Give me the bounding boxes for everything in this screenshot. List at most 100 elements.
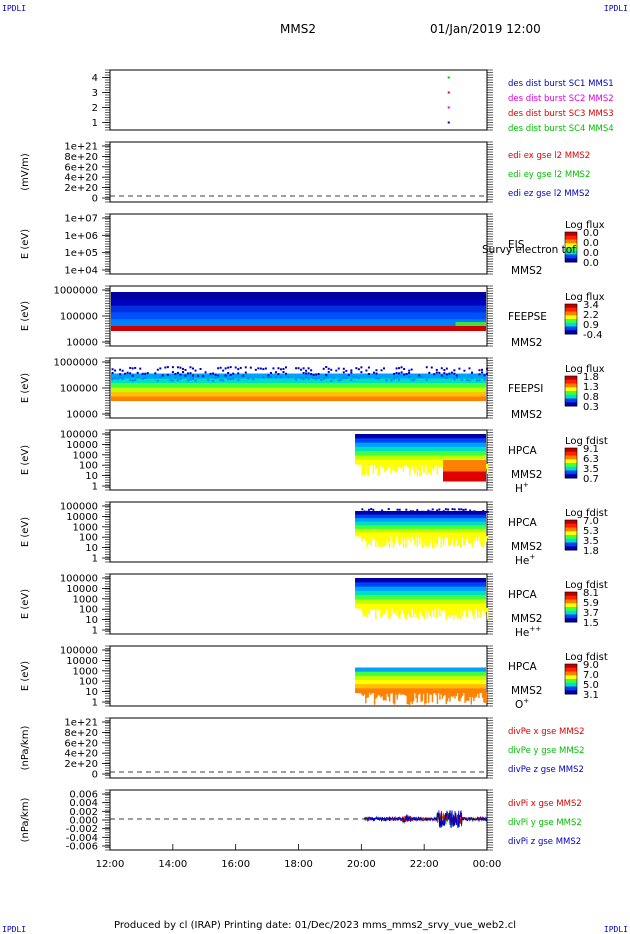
legend-burst-0: des dist burst SC1 MMS1 — [508, 79, 614, 89]
hpca-he-speckle — [416, 509, 419, 512]
feepsi-speckle — [443, 372, 446, 375]
feepsi-speckle — [355, 376, 358, 379]
feepsi-speckle — [186, 372, 189, 375]
hpca-drip — [429, 464, 431, 474]
species-label: He++ — [515, 625, 541, 639]
colorbar-title: Log fdist — [565, 580, 608, 591]
feepsi-speckle — [380, 369, 383, 372]
feepsi-speckle — [146, 372, 149, 375]
feepsi-speckle — [129, 372, 132, 375]
hpca-drip — [430, 608, 432, 618]
hpca-he-speckle — [422, 510, 425, 513]
hpca-drip — [473, 536, 475, 542]
feepsi-speckle — [274, 371, 277, 374]
hpca-drip — [404, 608, 406, 618]
feepsi-speckle — [219, 378, 222, 381]
hpca-drip — [410, 536, 412, 543]
feepsi-speckle — [282, 371, 285, 374]
feepsi-speckle — [463, 369, 466, 372]
feepsi-speckle — [262, 368, 265, 371]
feepsi-speckle — [428, 371, 431, 374]
y-tick-label: 1 — [92, 482, 98, 493]
hpca-drip — [432, 536, 435, 542]
feepsi-speckle — [345, 376, 348, 379]
feepsi-speckle — [229, 378, 232, 381]
feepsi-speckle — [269, 371, 272, 374]
hpca-drip — [402, 536, 405, 549]
feepsi-speckle — [229, 373, 232, 376]
feepsi-speckle — [305, 372, 308, 375]
feepsi-speckle — [430, 366, 433, 369]
spacecraft-title: MMS2 — [280, 22, 316, 36]
feepsi-speckle — [179, 373, 182, 376]
hpca-drip — [373, 608, 376, 609]
feepsi-speckle — [176, 366, 179, 369]
species-label: H+ — [515, 481, 529, 495]
panel-hpca_he — [102, 501, 578, 563]
hpca-drip — [385, 608, 387, 610]
hpca-drip — [450, 692, 452, 697]
hpca-layer — [355, 459, 486, 465]
feepsi-speckle — [224, 374, 227, 377]
hpca-drip — [362, 464, 364, 474]
feepsi-speckle — [448, 372, 451, 375]
panel-hpca_h — [102, 429, 578, 491]
colorbar-swatch — [565, 667, 577, 672]
hpca-drip — [429, 608, 431, 616]
colorbar-swatch — [565, 599, 577, 604]
hpca-drip — [431, 608, 434, 611]
hpca-drip — [453, 608, 455, 620]
colorbar-tick: 0.9 — [583, 320, 599, 331]
feepsi-speckle — [189, 366, 192, 369]
feepsi-speckle — [184, 368, 187, 371]
feepsi-speckle — [224, 367, 227, 370]
feepsi-speckle — [350, 371, 353, 374]
hpca-drip — [392, 608, 395, 614]
colorbar-swatch — [565, 610, 577, 615]
burst-marker-blue — [447, 121, 450, 124]
colorbar-swatch — [565, 523, 577, 528]
feepsi-speckle — [141, 377, 144, 380]
hpca-drip — [372, 608, 375, 611]
hpca-drip — [395, 692, 397, 695]
y-axis-label: E (eV) — [20, 445, 31, 475]
y-tick-label: 1 — [92, 626, 98, 637]
hpca-drip — [468, 536, 470, 544]
hpca-drip — [383, 692, 386, 701]
hpca-drip — [455, 692, 457, 697]
hpca-drip — [390, 608, 392, 617]
hpca-drip — [363, 692, 366, 695]
hpca-drip — [443, 608, 445, 610]
hpca-drip — [451, 608, 454, 616]
hpca-drip — [417, 464, 420, 470]
y-tick-label: 10000 — [66, 656, 98, 667]
feepsi-speckle — [453, 378, 456, 381]
hpca-drip — [443, 692, 445, 696]
hpca-drip — [436, 464, 439, 475]
hpca-he-speckle — [367, 508, 370, 511]
hpca-he-speckle — [387, 508, 390, 511]
hpca-layer — [355, 671, 486, 677]
hpca-drip — [460, 608, 463, 611]
colorbar-swatch — [565, 402, 577, 407]
legend-burst-3: des dist burst SC4 MMS4 — [508, 124, 614, 134]
y-tick-label: 1e+21 — [64, 718, 98, 729]
hpca-drip — [456, 536, 459, 547]
hpca-drip — [468, 608, 470, 610]
hpca-drip — [478, 608, 480, 612]
hpca-drip — [484, 608, 486, 616]
feepsi-speckle — [325, 373, 328, 376]
hpca-drip — [394, 464, 396, 471]
hpca-drip — [476, 608, 479, 619]
feepsi-speckle — [257, 367, 260, 370]
hpca-drip — [461, 536, 464, 538]
hpca-drip — [399, 536, 401, 546]
hpca-drip — [485, 464, 488, 469]
hpca-layer — [355, 603, 486, 609]
feepsi-speckle — [267, 374, 270, 377]
hpca-drip — [399, 464, 401, 468]
feepsi-speckle — [176, 379, 179, 382]
feepsi-speckle — [295, 367, 298, 370]
feepsi-speckle — [305, 376, 308, 379]
